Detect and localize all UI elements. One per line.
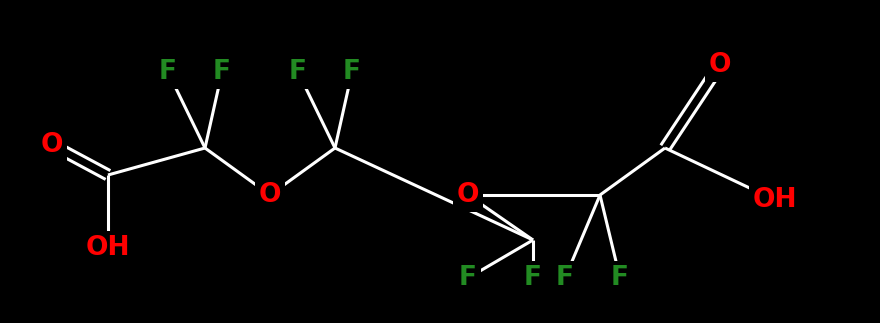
Text: F: F <box>289 59 307 85</box>
Text: F: F <box>343 59 361 85</box>
Text: F: F <box>611 265 629 291</box>
Text: O: O <box>457 182 480 208</box>
Text: OH: OH <box>752 187 797 213</box>
Text: F: F <box>213 59 231 85</box>
Text: F: F <box>556 265 574 291</box>
Text: O: O <box>259 182 282 208</box>
Text: F: F <box>524 265 542 291</box>
Text: O: O <box>40 132 63 158</box>
Text: F: F <box>459 265 477 291</box>
Text: O: O <box>708 52 731 78</box>
Text: OH: OH <box>85 235 130 261</box>
Text: F: F <box>159 59 177 85</box>
